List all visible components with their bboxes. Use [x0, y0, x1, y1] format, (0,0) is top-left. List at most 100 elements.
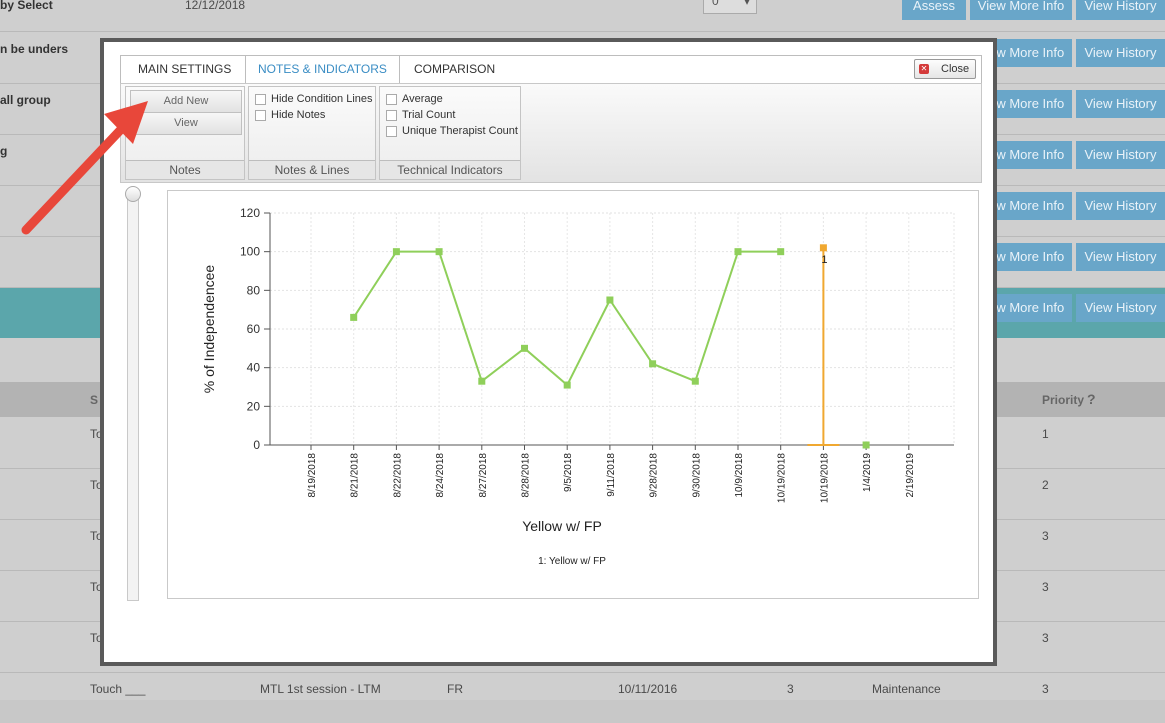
x-axis-label: Yellow w/ FP: [522, 518, 602, 534]
arrow-shaft: [21, 117, 133, 235]
option-label: Hide Condition Lines: [271, 93, 373, 105]
x-tick-label: 8/19/2018: [307, 453, 318, 498]
data-point: [691, 377, 699, 385]
data-point: [392, 248, 400, 256]
view-history-button[interactable]: View History: [1076, 0, 1165, 20]
x-tick-label: 10/9/2018: [734, 453, 745, 498]
chevron-down-icon: ▾: [743, 0, 750, 8]
y-tick-label: 20: [247, 399, 261, 413]
table-cell-priority: 3: [1042, 631, 1049, 645]
technical-indicators-group: Average Trial Count Unique Therapist Cou…: [379, 86, 521, 180]
bg-row-date: 12/12/2018: [185, 0, 246, 12]
note-marker: [819, 244, 827, 252]
checkbox-icon: [386, 94, 397, 105]
tab-main-settings[interactable]: MAIN SETTINGS: [138, 62, 232, 76]
legend-entry: 1: Yellow w/ FP: [538, 556, 606, 567]
x-tick-label: 9/5/2018: [563, 453, 574, 492]
unique-therapist-count-checkbox[interactable]: Unique Therapist Count: [386, 124, 518, 139]
table-row: Touch ___ MTL 1st session - LTM FR 10/11…: [0, 672, 1165, 723]
x-tick-label: 1/4/2019: [862, 453, 873, 492]
checkbox-icon: [386, 126, 397, 137]
x-tick-label: 10/19/2018: [819, 453, 830, 503]
help-icon[interactable]: ?: [1087, 391, 1096, 407]
table-cell-priority: 3: [1042, 529, 1049, 543]
view-history-button[interactable]: View History: [1076, 90, 1165, 118]
view-history-button[interactable]: View History: [1076, 294, 1165, 322]
checkbox-icon: [255, 110, 266, 121]
option-label: Unique Therapist Count: [402, 125, 518, 137]
y-tick-label: 120: [240, 206, 260, 220]
close-button[interactable]: ✕ Close: [914, 59, 976, 79]
data-point: [478, 377, 486, 385]
x-tick-label: 9/11/2018: [606, 453, 617, 497]
table-cell: MTL 1st session - LTM: [260, 682, 381, 696]
close-icon: ✕: [919, 64, 929, 74]
data-point: [862, 441, 870, 449]
data-point: [606, 296, 614, 304]
tab-comparison[interactable]: COMPARISON: [414, 62, 496, 76]
hide-notes-checkbox[interactable]: Hide Notes: [255, 108, 325, 123]
zoom-slider-handle[interactable]: [125, 186, 141, 202]
table-cell-priority: 3: [1042, 682, 1049, 696]
bg-select-value: 0: [712, 0, 719, 8]
hide-condition-lines-checkbox[interactable]: Hide Condition Lines: [255, 92, 373, 107]
line-chart: 0 20 40 60 80 100 120 8/19/2018 8/21/2018 8/22/20…: [201, 206, 955, 567]
view-history-button[interactable]: View History: [1076, 192, 1165, 220]
view-history-button[interactable]: View History: [1076, 141, 1165, 169]
table-cell: FR: [447, 682, 463, 696]
option-label: Trial Count: [402, 109, 456, 121]
bg-row-text: n be unders: [0, 42, 69, 56]
table-cell: 3: [787, 682, 794, 696]
bg-select[interactable]: 0 ▾: [703, 0, 757, 14]
table-cell: 10/11/2016: [618, 682, 678, 696]
view-history-button[interactable]: View History: [1076, 243, 1165, 271]
note-label: 1: [821, 254, 827, 266]
x-tick-label: 8/22/2018: [392, 453, 403, 498]
view-more-info-button[interactable]: View More Info: [970, 0, 1072, 20]
data-point: [435, 248, 443, 256]
bg-row: by Select 12/12/2018 0 ▾ Assess View More…: [0, 0, 1165, 32]
bg-row-text: g: [0, 144, 8, 158]
y-tick-label: 100: [240, 245, 260, 259]
data-point: [563, 381, 571, 389]
x-tick-label: 8/27/2018: [478, 453, 489, 498]
notes-lines-group: Hide Condition Lines Hide Notes Notes & …: [248, 86, 376, 180]
tab-notes-indicators[interactable]: NOTES & INDICATORS: [245, 55, 400, 84]
data-point: [777, 248, 785, 256]
bg-header-s: S: [90, 393, 99, 407]
table-cell: Touch ___: [90, 682, 146, 696]
table-cell-priority: 3: [1042, 580, 1049, 594]
y-tick-label: 80: [247, 283, 261, 297]
data-point: [649, 360, 657, 368]
view-notes-button[interactable]: View: [130, 112, 242, 135]
average-checkbox[interactable]: Average: [386, 92, 443, 107]
y-tick-label: 40: [247, 361, 261, 375]
y-tick-label: 0: [253, 438, 260, 452]
x-tick-label: 8/24/2018: [435, 453, 446, 498]
chart-panel: 0 20 40 60 80 100 120 8/19/2018 8/21/2018 8/22/20…: [167, 190, 979, 599]
x-tick-label: 8/28/2018: [521, 453, 532, 498]
x-tick-label: 10/19/2018: [777, 453, 788, 503]
x-tick-label: 2/19/2019: [905, 453, 916, 498]
technical-indicators-group-label: Technical Indicators: [380, 160, 520, 179]
table-cell-priority: 1: [1042, 427, 1049, 441]
annotation-arrow: [21, 101, 148, 235]
x-tick-label: 8/21/2018: [350, 453, 361, 498]
bg-row-text: all group: [0, 93, 51, 107]
notes-group-label: Notes: [126, 160, 244, 179]
tab-bar: MAIN SETTINGS NOTES & INDICATORS COMPARI…: [120, 55, 982, 84]
arrow-head: [104, 101, 148, 144]
view-history-button[interactable]: View History: [1076, 39, 1165, 67]
bg-header-priority: Priority: [1042, 393, 1085, 407]
checkbox-icon: [255, 94, 266, 105]
trial-count-checkbox[interactable]: Trial Count: [386, 108, 455, 123]
data-point: [734, 248, 742, 256]
view-more-info-button[interactable]: View More Info: [970, 141, 1072, 169]
assess-button[interactable]: Assess: [902, 0, 966, 20]
y-axis-label: % of Independencee: [201, 265, 217, 394]
data-point: [521, 344, 528, 352]
close-label: Close: [941, 63, 970, 75]
option-label: Average: [402, 93, 443, 105]
notes-lines-group-label: Notes & Lines: [249, 160, 375, 179]
x-tick-label: 9/30/2018: [691, 453, 702, 498]
